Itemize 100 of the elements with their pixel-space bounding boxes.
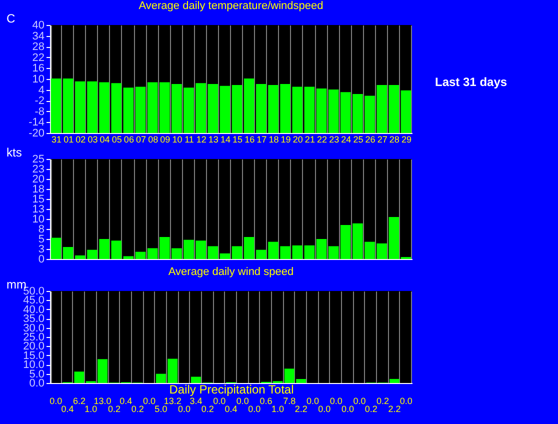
- x-tick-label: 28: [389, 134, 400, 144]
- bar: [62, 78, 74, 133]
- bar: [50, 78, 62, 133]
- x-tick-label: 20: [292, 134, 303, 144]
- data-label: 5.0: [154, 404, 168, 414]
- x-tick-label: 09: [160, 134, 170, 144]
- data-label: 0.0: [330, 396, 342, 406]
- y-tick-label: 40.0: [23, 304, 44, 316]
- x-tick-label: 02: [76, 134, 86, 144]
- y-tick-label: 25.0: [23, 332, 44, 344]
- y-axis-title: kts: [6, 146, 22, 160]
- x-tick-label: 29: [401, 134, 412, 144]
- y-tick-label: 5.0: [29, 368, 44, 380]
- x-tick-label: 21: [304, 134, 315, 144]
- bar: [135, 252, 146, 259]
- text: Last 31 days: [435, 75, 508, 89]
- bar: [147, 82, 158, 133]
- y-tick-label: -20: [28, 128, 44, 140]
- y-tick-label: 34: [32, 30, 44, 42]
- bar: [50, 238, 62, 259]
- y-tick-label: 13: [32, 204, 44, 216]
- y-tick-label: 0: [38, 254, 44, 266]
- bar: [388, 217, 400, 259]
- y-tick-label: 22: [32, 52, 44, 64]
- x-tick-label: 14: [220, 134, 230, 144]
- y-tick-label: 10: [32, 214, 44, 226]
- data-label: 0.2: [131, 404, 144, 414]
- data-label: 0.2: [376, 396, 390, 406]
- x-tick-label: 06: [124, 134, 134, 144]
- data-label: 1.0: [271, 404, 284, 414]
- y-axis-title: C: [6, 12, 16, 26]
- y-tick-label: 8: [38, 224, 44, 236]
- y-tick-label: -2: [34, 95, 44, 108]
- x-tick-label: 01: [64, 134, 74, 144]
- bar: [220, 86, 230, 133]
- data-label: 0.0: [400, 396, 412, 406]
- bar: [123, 88, 134, 133]
- y-tick-label: 23: [32, 164, 44, 176]
- x-tick-label: 26: [365, 134, 376, 144]
- data-label: 0.0: [143, 396, 156, 406]
- data-label: 0.0: [236, 396, 249, 406]
- data-label: 2.2: [294, 404, 308, 414]
- bar: [316, 239, 327, 259]
- x-tick-label: 12: [196, 134, 206, 144]
- x-tick-label: 25: [353, 134, 364, 144]
- x-tick-label: 18: [268, 134, 279, 144]
- bar: [388, 84, 400, 133]
- data-label: 13.2: [164, 396, 182, 406]
- bar: [304, 245, 315, 259]
- y-tick-label: 40: [32, 20, 44, 32]
- data-label: 7.8: [283, 396, 296, 406]
- x-tick-label: 24: [341, 134, 352, 144]
- x-tick-label: 19: [280, 134, 291, 144]
- x-tick-label: 11: [184, 134, 194, 144]
- y-tick-label: 5: [38, 234, 44, 246]
- y-tick-label: 50.0: [23, 286, 44, 298]
- data-label: 3.4: [190, 396, 202, 406]
- data-label: 6.2: [72, 396, 86, 406]
- x-tick-label: 17: [256, 134, 267, 144]
- bar: [328, 246, 339, 259]
- y-tick-label: 10: [32, 74, 44, 86]
- data-label: 2.2: [388, 404, 401, 414]
- data-label: 0.4: [224, 404, 238, 414]
- bar: [304, 86, 315, 133]
- data-label: 0.2: [201, 404, 214, 414]
- x-tick-label: 23: [329, 134, 340, 144]
- x-tick-label: 31: [52, 134, 62, 144]
- y-tick-label: 28: [32, 41, 44, 54]
- bar: [316, 88, 327, 133]
- chart-title: Average daily wind speed: [168, 266, 294, 278]
- x-tick-label: 16: [244, 134, 255, 144]
- bar: [400, 90, 412, 133]
- data-label: 0.0: [342, 404, 354, 414]
- bar: [62, 247, 74, 259]
- data-label: 0.6: [260, 396, 272, 406]
- data-label: 13.0: [94, 396, 112, 406]
- data-label: 0.0: [50, 396, 62, 406]
- x-tick-label: 15: [232, 134, 243, 144]
- bar: [147, 248, 158, 259]
- x-tick-label: 04: [100, 134, 110, 144]
- y-tick-label: 4: [38, 84, 44, 96]
- data-label: 0.2: [108, 404, 120, 414]
- data-label: 0.0: [318, 404, 331, 414]
- bar: [208, 246, 218, 259]
- bar: [220, 253, 230, 259]
- y-tick-label: 20: [32, 174, 44, 186]
- x-tick-label: 22: [316, 134, 328, 144]
- data-label: 0.2: [364, 404, 378, 414]
- x-tick-label: 07: [136, 134, 146, 144]
- x-tick-label: 27: [377, 134, 388, 144]
- bar: [244, 237, 254, 259]
- y-tick-label: 25: [32, 154, 44, 166]
- y-tick-label: -8: [34, 106, 44, 118]
- data-label: 0.0: [353, 396, 366, 406]
- data-label: 0.4: [120, 396, 132, 406]
- y-tick-label: 16: [32, 62, 44, 75]
- y-tick-label: 18: [32, 184, 44, 196]
- data-label: 0.0: [248, 404, 261, 414]
- data-label: 0.4: [61, 404, 74, 414]
- x-tick-label: 10: [172, 134, 182, 144]
